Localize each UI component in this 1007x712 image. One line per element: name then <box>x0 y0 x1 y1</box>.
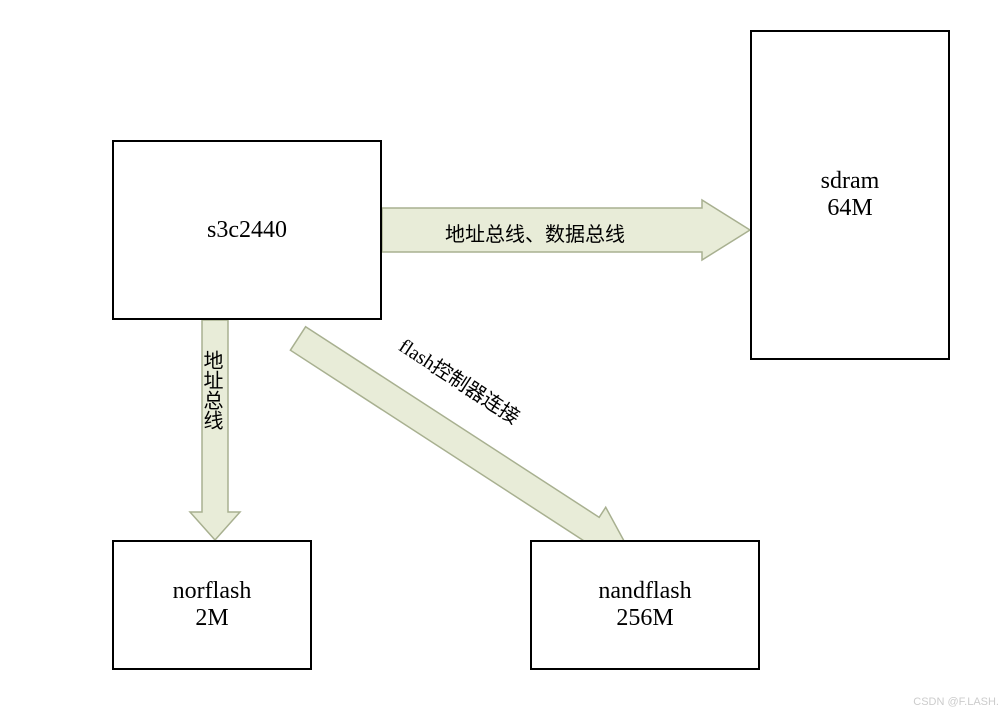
watermark: CSDN @F.LASH. <box>913 696 999 708</box>
edge-label-nandflash: flash控制器连接 <box>394 330 526 430</box>
edge-label-sdram: 地址总线、数据总线 <box>445 218 625 247</box>
node-sdram-label-1: sdram <box>821 168 880 195</box>
node-nandflash: nandflash 256M <box>530 540 760 670</box>
edge-label-norflash: 地址总线 <box>197 350 226 430</box>
node-nandflash-label-1: nandflash <box>598 578 691 605</box>
node-norflash-label-2: 2M <box>195 605 228 632</box>
diagram-canvas: s3c2440 sdram 64M norflash 2M nandflash … <box>0 0 1007 712</box>
node-norflash-label-1: norflash <box>173 578 252 605</box>
node-s3c2440-label: s3c2440 <box>207 217 287 244</box>
node-s3c2440: s3c2440 <box>112 140 382 320</box>
arrow-to-nandflash <box>310 300 670 550</box>
node-sdram-label-2: 64M <box>827 195 872 222</box>
node-norflash: norflash 2M <box>112 540 312 670</box>
node-nandflash-label-2: 256M <box>616 605 673 632</box>
node-sdram: sdram 64M <box>750 30 950 360</box>
